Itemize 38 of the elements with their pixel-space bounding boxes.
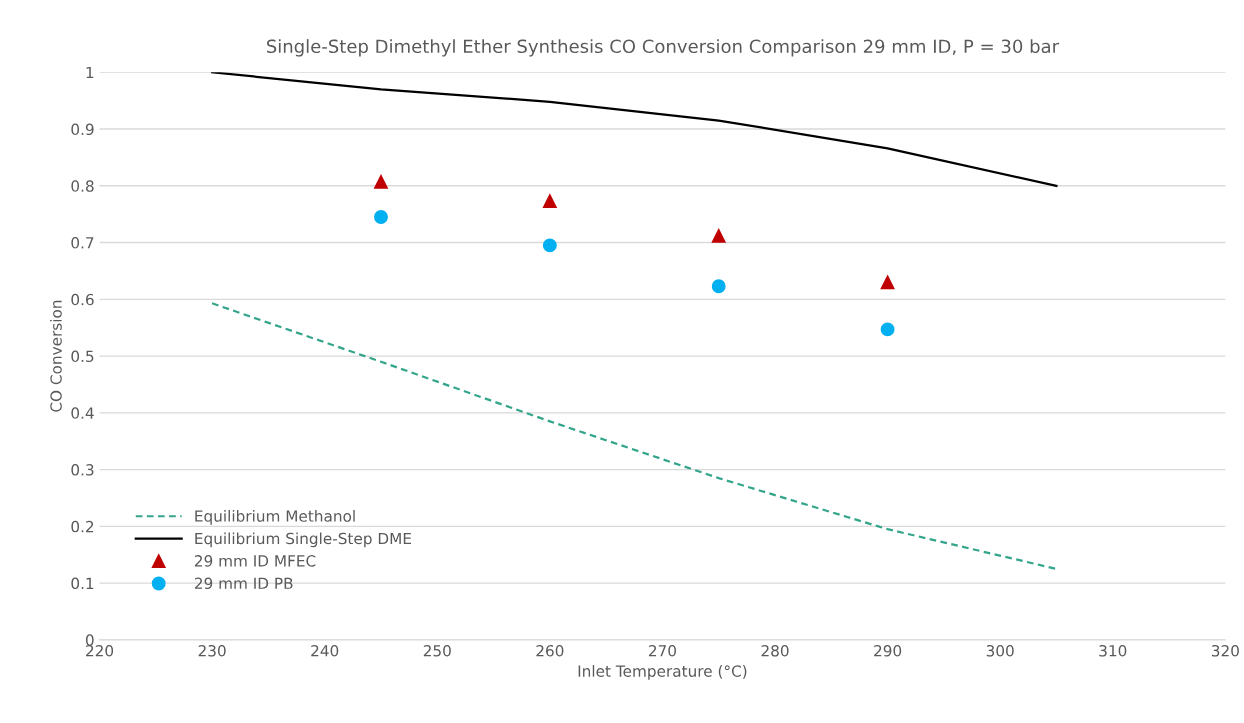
x-tick-label: 280 <box>761 644 789 657</box>
y-tick-label: 0.7 <box>71 237 94 249</box>
y-tick-label: 0.3 <box>71 464 94 476</box>
y-tick-label: 0.2 <box>71 520 94 533</box>
point <box>711 228 726 243</box>
point <box>880 275 895 290</box>
point <box>880 322 895 337</box>
point <box>374 210 388 224</box>
y-tick-label: 0.5 <box>71 350 94 363</box>
y-tick-label: 0 <box>85 634 94 646</box>
x-tick-label: 270 <box>648 644 676 657</box>
x-tick-label: 240 <box>311 644 339 657</box>
point <box>711 279 726 294</box>
point <box>542 238 557 253</box>
line-series <box>210 72 1058 187</box>
legend-label: Equilibrium Methanol <box>195 509 355 525</box>
x-axis-title: Inlet Temperature (°C) <box>578 665 747 680</box>
legend-label: 29 mm ID PB <box>194 577 293 590</box>
legend-label: 29 mm ID MFEC <box>194 555 316 567</box>
y-tick-label: 0.8 <box>71 180 94 192</box>
x-tick-label: 230 <box>198 644 226 657</box>
chart-title: Single-Step Dimethyl Ether Synthesis CO Conversion Comparison 29 mm ID, P = 30 bar <box>266 39 1060 57</box>
x-tick-label: 290 <box>874 644 902 657</box>
y-tick-label: 0.9 <box>71 123 94 136</box>
point <box>542 194 557 209</box>
y-tick-label: 1 <box>86 66 94 79</box>
y-tick-label: 0.1 <box>71 577 94 590</box>
legend-label: Equilibrium Single-Step DME <box>195 532 411 548</box>
y-tick-label: 0.4 <box>71 407 94 419</box>
point <box>374 174 388 189</box>
y-axis-title: CO Conversion <box>50 300 62 412</box>
x-tick-label: 250 <box>423 644 451 657</box>
x-tick-label: 220 <box>86 644 114 657</box>
x-tick-label: 310 <box>1099 644 1127 657</box>
x-tick-label: 260 <box>536 644 564 657</box>
x-tick-label: 320 <box>1211 644 1239 657</box>
y-tick-label: 0.6 <box>71 293 94 306</box>
x-tick-label: 300 <box>986 644 1014 657</box>
